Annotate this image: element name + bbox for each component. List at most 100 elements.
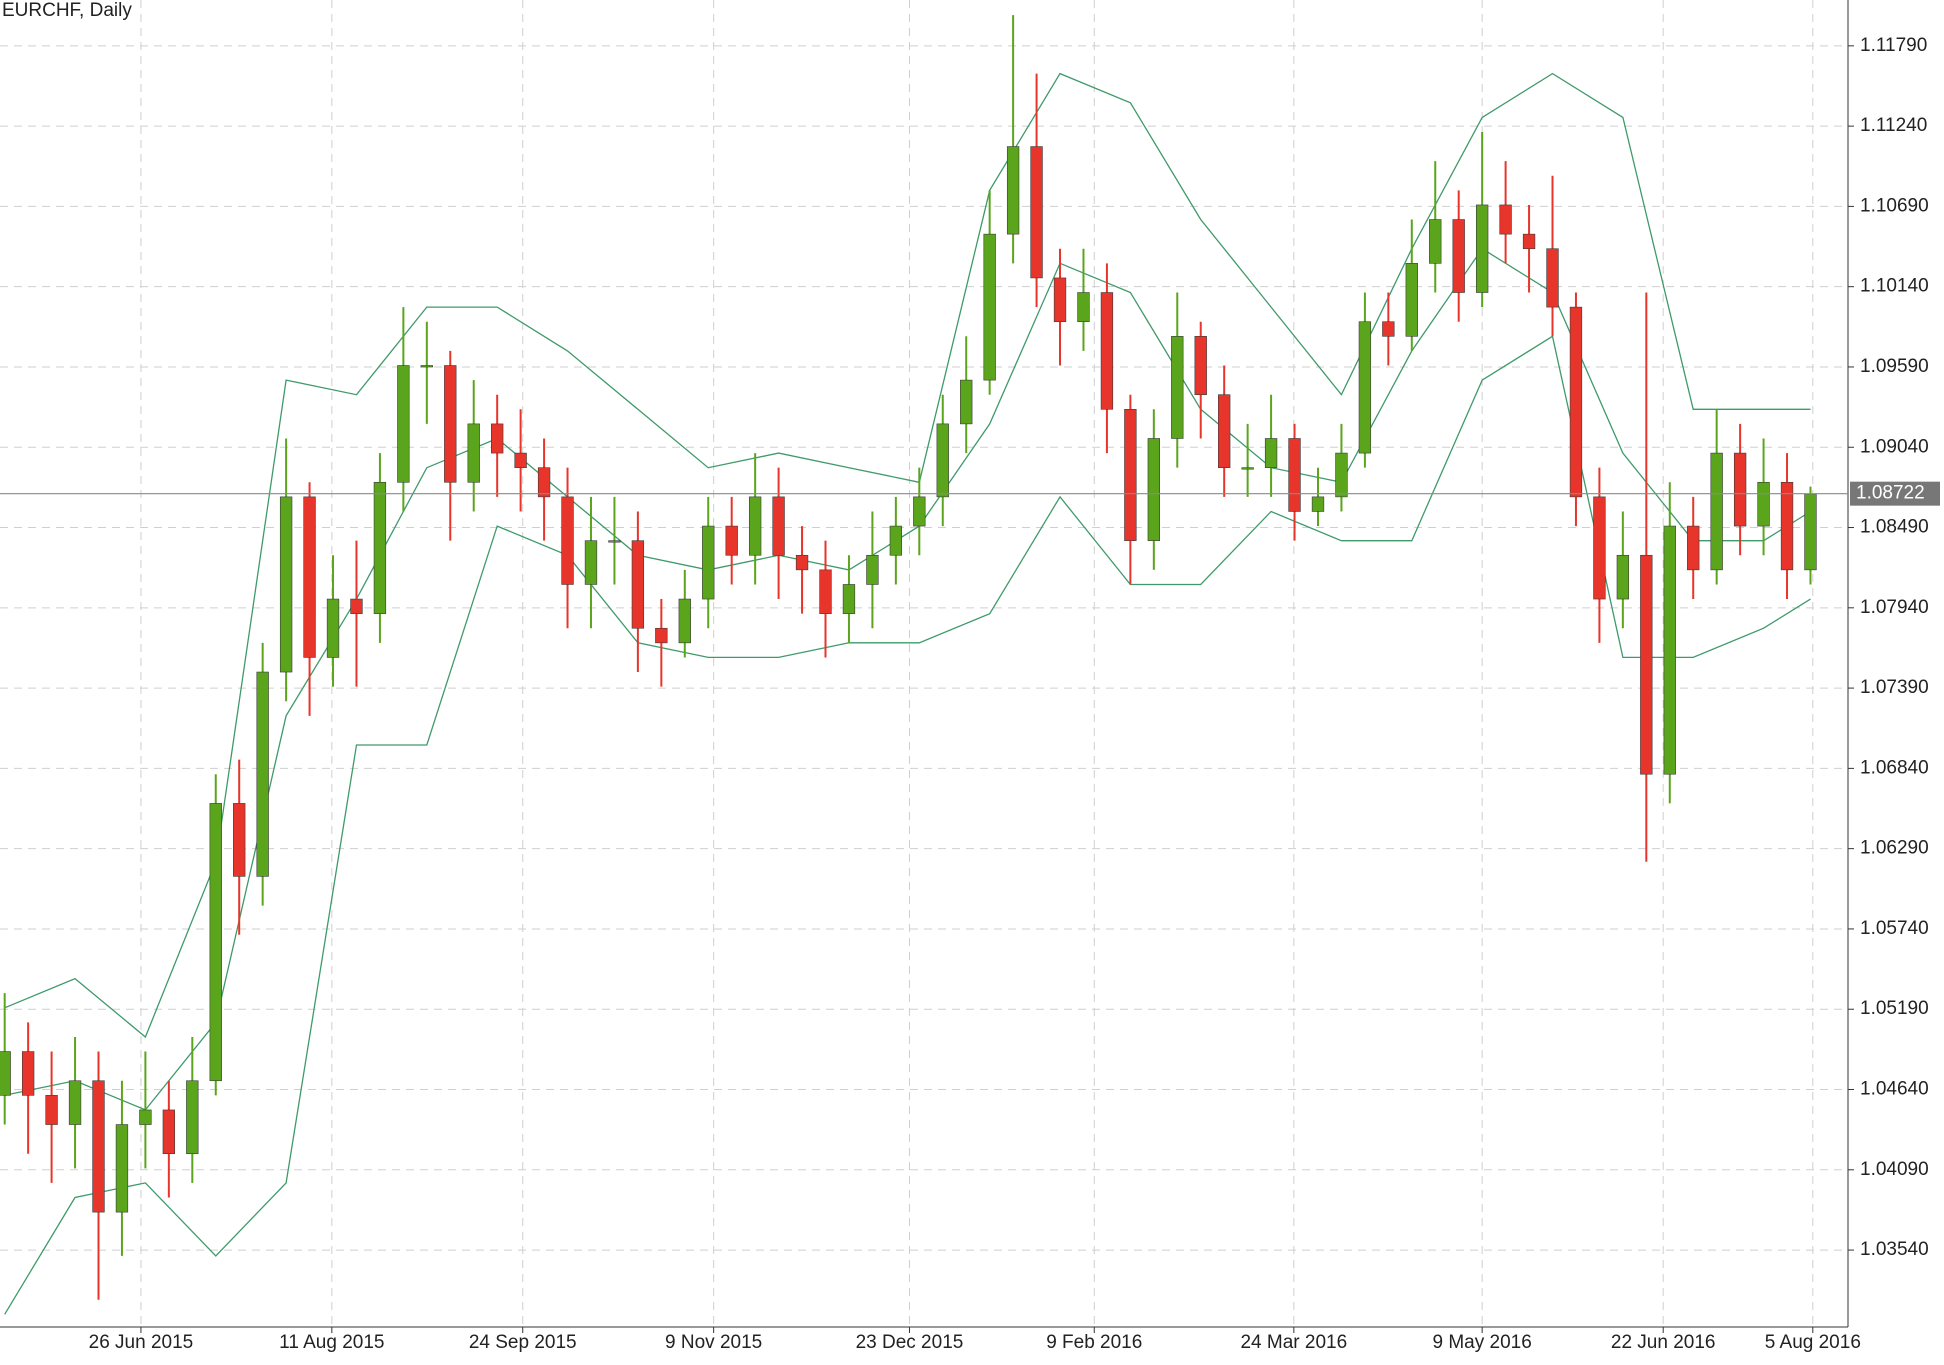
candle-body <box>1053 277 1067 323</box>
candle-body <box>0 1051 11 1096</box>
bollinger-middle <box>4 247 1811 1111</box>
y-tick-label: 1.09040 <box>1860 436 1929 457</box>
candle-body <box>819 569 832 614</box>
candle-body <box>420 365 433 368</box>
candle-body <box>1499 204 1512 235</box>
candle-body <box>397 365 410 483</box>
candle-body <box>326 598 340 658</box>
candle-body <box>279 496 293 673</box>
candle-body <box>936 423 949 498</box>
candle-body <box>1804 493 1817 571</box>
candle-body <box>608 540 621 543</box>
candle-body <box>1147 438 1160 541</box>
candle-body <box>1546 248 1559 308</box>
candle-body <box>68 1080 82 1125</box>
candle-body <box>725 525 738 556</box>
candle-body <box>748 496 762 556</box>
x-tick-label: 26 Jun 2015 <box>89 1332 194 1353</box>
candle-body <box>1733 452 1747 527</box>
x-tick-label: 22 Jun 2016 <box>1611 1332 1716 1353</box>
candle-body <box>866 554 879 585</box>
candle-body <box>139 1109 152 1125</box>
candle-body <box>1429 219 1442 264</box>
candle-body <box>1452 219 1465 293</box>
candle-body <box>1640 554 1653 775</box>
y-tick-label: 1.05190 <box>1860 998 1929 1019</box>
y-tick-label: 1.09590 <box>1860 356 1929 377</box>
candle-body <box>561 496 574 585</box>
bollinger-lower <box>4 335 1811 1315</box>
candle-body <box>1358 321 1372 454</box>
y-tick-label: 1.03540 <box>1860 1239 1929 1260</box>
candle-body <box>1100 292 1114 410</box>
x-tick-label: 24 Sep 2015 <box>469 1332 577 1353</box>
candle-body <box>491 423 504 454</box>
y-tick-label: 1.08490 <box>1860 517 1929 538</box>
candle-body <box>1171 336 1184 439</box>
candle-body <box>1405 263 1418 337</box>
x-tick-label: 24 Mar 2016 <box>1240 1332 1347 1353</box>
y-tick-label: 1.04640 <box>1860 1079 1929 1100</box>
y-tick-label: 1.11790 <box>1860 35 1927 56</box>
bollinger-upper <box>4 72 1811 1039</box>
candle-body <box>92 1080 105 1213</box>
candle-body <box>772 496 785 556</box>
candle-body <box>21 1051 35 1096</box>
candle-body <box>1124 408 1137 541</box>
y-tick-label: 1.07390 <box>1860 677 1929 698</box>
candle-body <box>45 1095 58 1125</box>
candle-body <box>514 452 527 468</box>
candle-body <box>913 496 926 527</box>
candle-body <box>1569 306 1583 498</box>
candle-body <box>1030 146 1043 279</box>
candle-body <box>1264 438 1278 468</box>
candle-body <box>584 540 598 585</box>
candle-body <box>444 365 457 483</box>
candle-body <box>1663 525 1676 775</box>
candle-body <box>467 423 480 483</box>
x-tick-label: 11 Aug 2015 <box>279 1332 384 1353</box>
x-tick-label: 5 Aug 2016 <box>1765 1332 1861 1353</box>
candle-body <box>162 1109 176 1155</box>
grid <box>0 0 1848 1327</box>
candle-body <box>631 540 645 629</box>
candle-body <box>1311 496 1325 512</box>
candle-body <box>1687 525 1700 571</box>
candle-body <box>702 525 715 600</box>
candle-body <box>115 1124 129 1213</box>
x-tick-label: 9 Feb 2016 <box>1046 1332 1142 1353</box>
x-tick-label: 9 Nov 2015 <box>665 1332 762 1353</box>
candle-body <box>209 803 222 1082</box>
candle-body <box>373 481 387 614</box>
y-tick-label: 1.10690 <box>1860 195 1929 216</box>
y-tick-label: 1.05740 <box>1860 918 1929 939</box>
candle-body <box>1382 321 1395 337</box>
candle-body <box>233 803 246 877</box>
candle-body <box>1006 146 1020 235</box>
candle-body <box>1475 204 1489 293</box>
y-tick-label: 1.04090 <box>1860 1159 1929 1180</box>
candle-body <box>350 598 363 614</box>
candle-body <box>983 233 996 381</box>
x-tick-label: 23 Dec 2015 <box>856 1332 964 1353</box>
candle-body <box>655 627 668 644</box>
candle-body <box>1710 452 1723 571</box>
candle-body <box>1593 496 1606 600</box>
y-tick-label: 1.10140 <box>1860 276 1929 297</box>
last-price-label: 1.08722 <box>1856 483 1925 504</box>
candle-body <box>795 554 809 571</box>
candle-body <box>1757 481 1770 527</box>
candle-body <box>537 467 551 498</box>
candle-body <box>960 379 973 425</box>
candle-body <box>1288 438 1301 512</box>
y-tick-label: 1.11240 <box>1860 115 1927 136</box>
candle-body <box>1522 233 1536 250</box>
y-tick-label: 1.06840 <box>1860 757 1929 778</box>
last-price-box <box>1850 481 1940 506</box>
chart-title: EURCHF, Daily <box>2 0 132 21</box>
y-tick-label: 1.06290 <box>1860 838 1929 859</box>
x-tick-label: 9 May 2016 <box>1433 1332 1532 1353</box>
candle-body <box>303 496 316 658</box>
candle-body <box>678 598 691 644</box>
